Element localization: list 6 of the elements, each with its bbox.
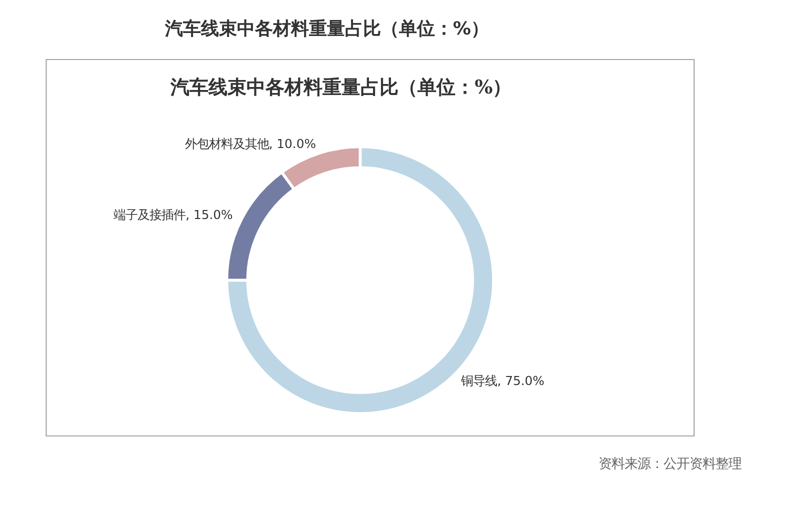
slice-label: 端子及接插件, 15.0% [114,208,234,222]
chart-title: 汽车线束中各材料重量占比（单位：%） [164,18,489,40]
text: 资料来源：公开资料整理 [598,456,742,472]
chart-subtitle: 汽车线束中各材料重量占比（单位：%） [170,76,512,98]
slice-label: 铜导线, 75.0% [460,374,545,388]
slice-label: 外包材料及其他, 10.0% [184,137,316,152]
